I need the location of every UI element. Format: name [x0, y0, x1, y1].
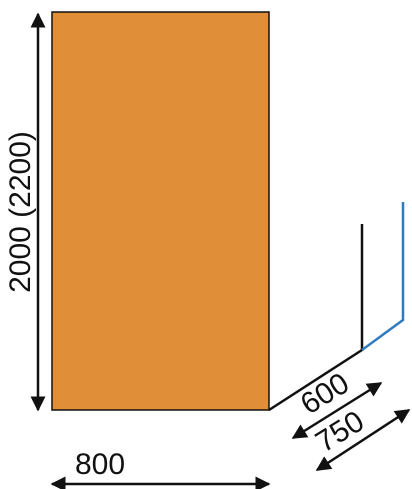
width-label: 800 — [75, 448, 125, 481]
depth-750-arrow — [315, 408, 411, 472]
panel-rectangle — [51, 11, 270, 411]
height-label: 2000 (2200) — [4, 131, 37, 293]
depth-wall-blue — [361, 202, 405, 352]
